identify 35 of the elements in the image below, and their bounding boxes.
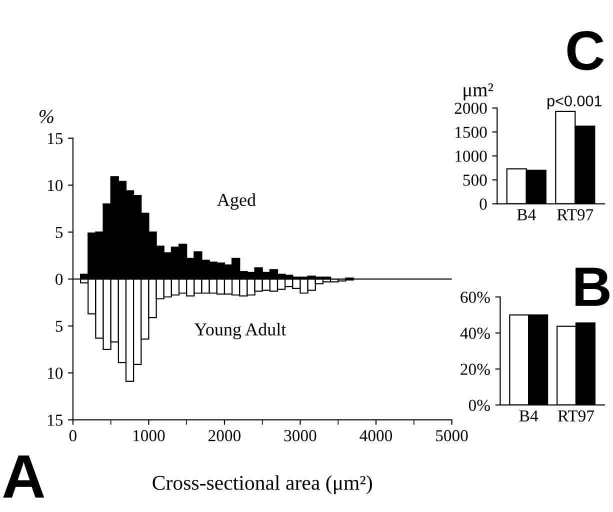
y-tick-label: 15 <box>48 414 63 426</box>
y-tick-label: 500 <box>463 174 487 186</box>
x-tick-label: B4 <box>519 410 538 422</box>
text: A <box>3 456 44 498</box>
y-tick-label: 0% <box>468 400 490 411</box>
y-tick-label: 40% <box>460 328 490 339</box>
y-tick-label: 10 <box>48 180 63 192</box>
y-tick-label: 15 <box>48 133 63 144</box>
y-tick-label: 2000 <box>454 102 487 114</box>
x-tick-label: 1000 <box>134 430 165 442</box>
text: C <box>567 30 604 70</box>
y-axis-title: % <box>39 110 54 124</box>
x-tick-label: 4000 <box>360 430 392 442</box>
annotation: p<0.001 <box>548 96 602 110</box>
series-label: Young Adult <box>194 322 286 340</box>
annotation: B <box>576 268 610 306</box>
y-tick-label: 1000 <box>456 150 487 162</box>
x-tick-label: 0 <box>69 430 76 442</box>
y-tick-label: 0 <box>56 274 63 285</box>
x-tick-label: RT97 <box>557 209 594 220</box>
x-axis-title: Cross-sectional area (μm²) <box>152 475 372 494</box>
y-tick-label: 0 <box>480 198 487 210</box>
text: Aged <box>217 193 256 210</box>
x-tick-label: 3000 <box>284 430 316 442</box>
x-tick-label: B4 <box>517 209 536 220</box>
x-tick-label: RT97 <box>558 410 594 422</box>
y-tick-label: 10 <box>48 368 63 379</box>
y-axis-title: μm² <box>464 83 494 100</box>
y-tick-label: 5 <box>56 226 63 238</box>
y-tick-label: 60% <box>460 292 490 303</box>
y-tick-label: 5 <box>56 320 63 332</box>
y-tick-label: 20% <box>460 364 490 375</box>
x-tick-label: 5000 <box>436 430 468 442</box>
x-tick-label: 2000 <box>208 430 241 442</box>
y-tick-label: 1500 <box>456 126 487 138</box>
